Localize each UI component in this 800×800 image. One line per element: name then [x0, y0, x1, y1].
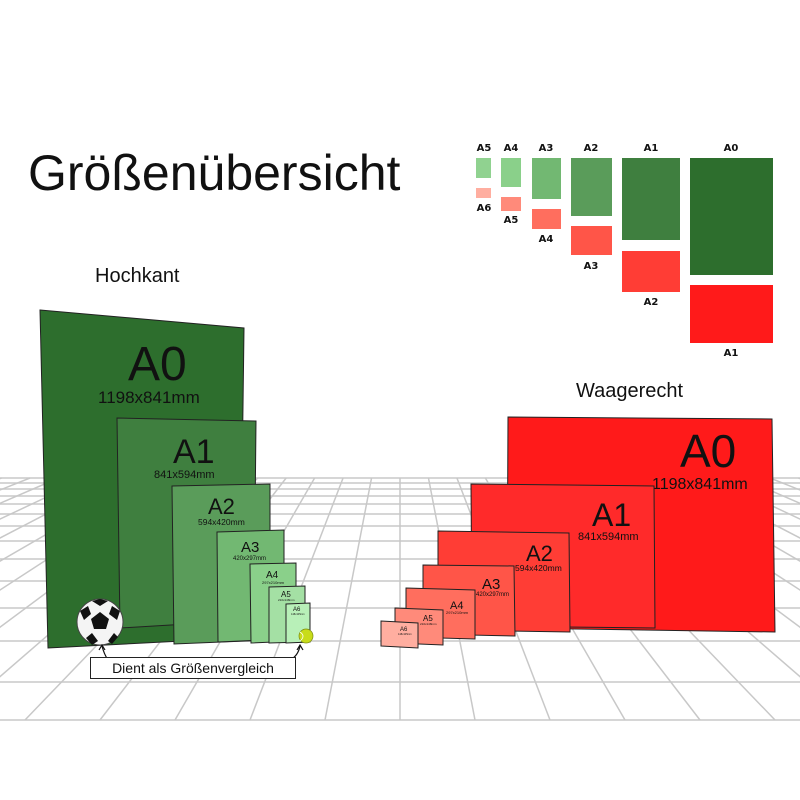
legend-label: A2 [584, 143, 599, 154]
svg-text:148x105mm: 148x105mm [291, 613, 305, 616]
svg-text:A0: A0 [128, 338, 187, 391]
svg-text:A3: A3 [482, 576, 500, 593]
legend-label: A5 [477, 143, 492, 154]
legend-label: A3 [539, 143, 554, 154]
legend-label: A5 [504, 215, 519, 226]
legend-label: A1 [724, 348, 739, 359]
legend-label: A3 [584, 261, 599, 272]
svg-text:A1: A1 [173, 433, 215, 471]
svg-text:A1: A1 [592, 497, 631, 533]
svg-text:A4: A4 [266, 570, 279, 581]
comparison-label: Dient als Größenvergleich [90, 657, 296, 679]
legend-label: A2 [644, 297, 659, 308]
page-title: Größenübersicht [28, 145, 400, 201]
grid-line [324, 477, 373, 721]
svg-text:594x420mm: 594x420mm [198, 517, 245, 527]
svg-text:841x594mm: 841x594mm [578, 531, 639, 543]
svg-text:A0: A0 [680, 425, 736, 477]
legend-label: A6 [477, 203, 492, 214]
board-a6-landscape [380, 620, 419, 649]
svg-text:A2: A2 [526, 541, 553, 566]
svg-text:210x148mm: 210x148mm [278, 598, 295, 602]
legend-label: A4 [539, 234, 554, 245]
soccer-ball-icon [76, 598, 124, 646]
landscape-label: Waagerecht [576, 380, 684, 402]
svg-text:420x297mm: 420x297mm [233, 556, 266, 562]
svg-text:841x594mm: 841x594mm [154, 469, 215, 481]
svg-text:A6: A6 [293, 607, 301, 613]
svg-text:297x210mm: 297x210mm [262, 580, 285, 585]
grid-line [712, 477, 800, 520]
legend-label: A1 [644, 143, 659, 154]
landscape-boards: A0 1198x841mm A1 841x594mm A2 594x420mm … [380, 416, 776, 649]
legend-label: A0 [724, 143, 739, 154]
grid-line [0, 477, 88, 520]
grid-line [0, 477, 116, 539]
svg-text:1198x841mm: 1198x841mm [652, 476, 748, 493]
svg-text:A6: A6 [400, 627, 408, 633]
size-legend: A5 A4 A3 A2 A1 A0 A6 A5 A4 A3 A2 A1 [476, 143, 773, 359]
tennis-ball-icon [298, 628, 314, 644]
svg-text:210x148mm: 210x148mm [420, 622, 437, 626]
legend-label: A4 [504, 143, 519, 154]
svg-text:420x297mm: 420x297mm [476, 592, 509, 598]
portrait-boards: A0 1198x841mm A1 841x594mm A2 594x420mm … [39, 309, 311, 649]
svg-text:A5: A5 [423, 614, 433, 623]
svg-text:148x105mm: 148x105mm [398, 633, 412, 636]
portrait-label: Hochkant [95, 265, 180, 287]
svg-text:A5: A5 [281, 590, 291, 599]
svg-text:A4: A4 [450, 600, 463, 612]
svg-text:594x420mm: 594x420mm [515, 563, 562, 573]
svg-text:A2: A2 [208, 494, 235, 519]
svg-text:1198x841mm: 1198x841mm [98, 388, 200, 407]
svg-text:297x210mm: 297x210mm [446, 610, 469, 615]
svg-text:A3: A3 [241, 539, 259, 556]
